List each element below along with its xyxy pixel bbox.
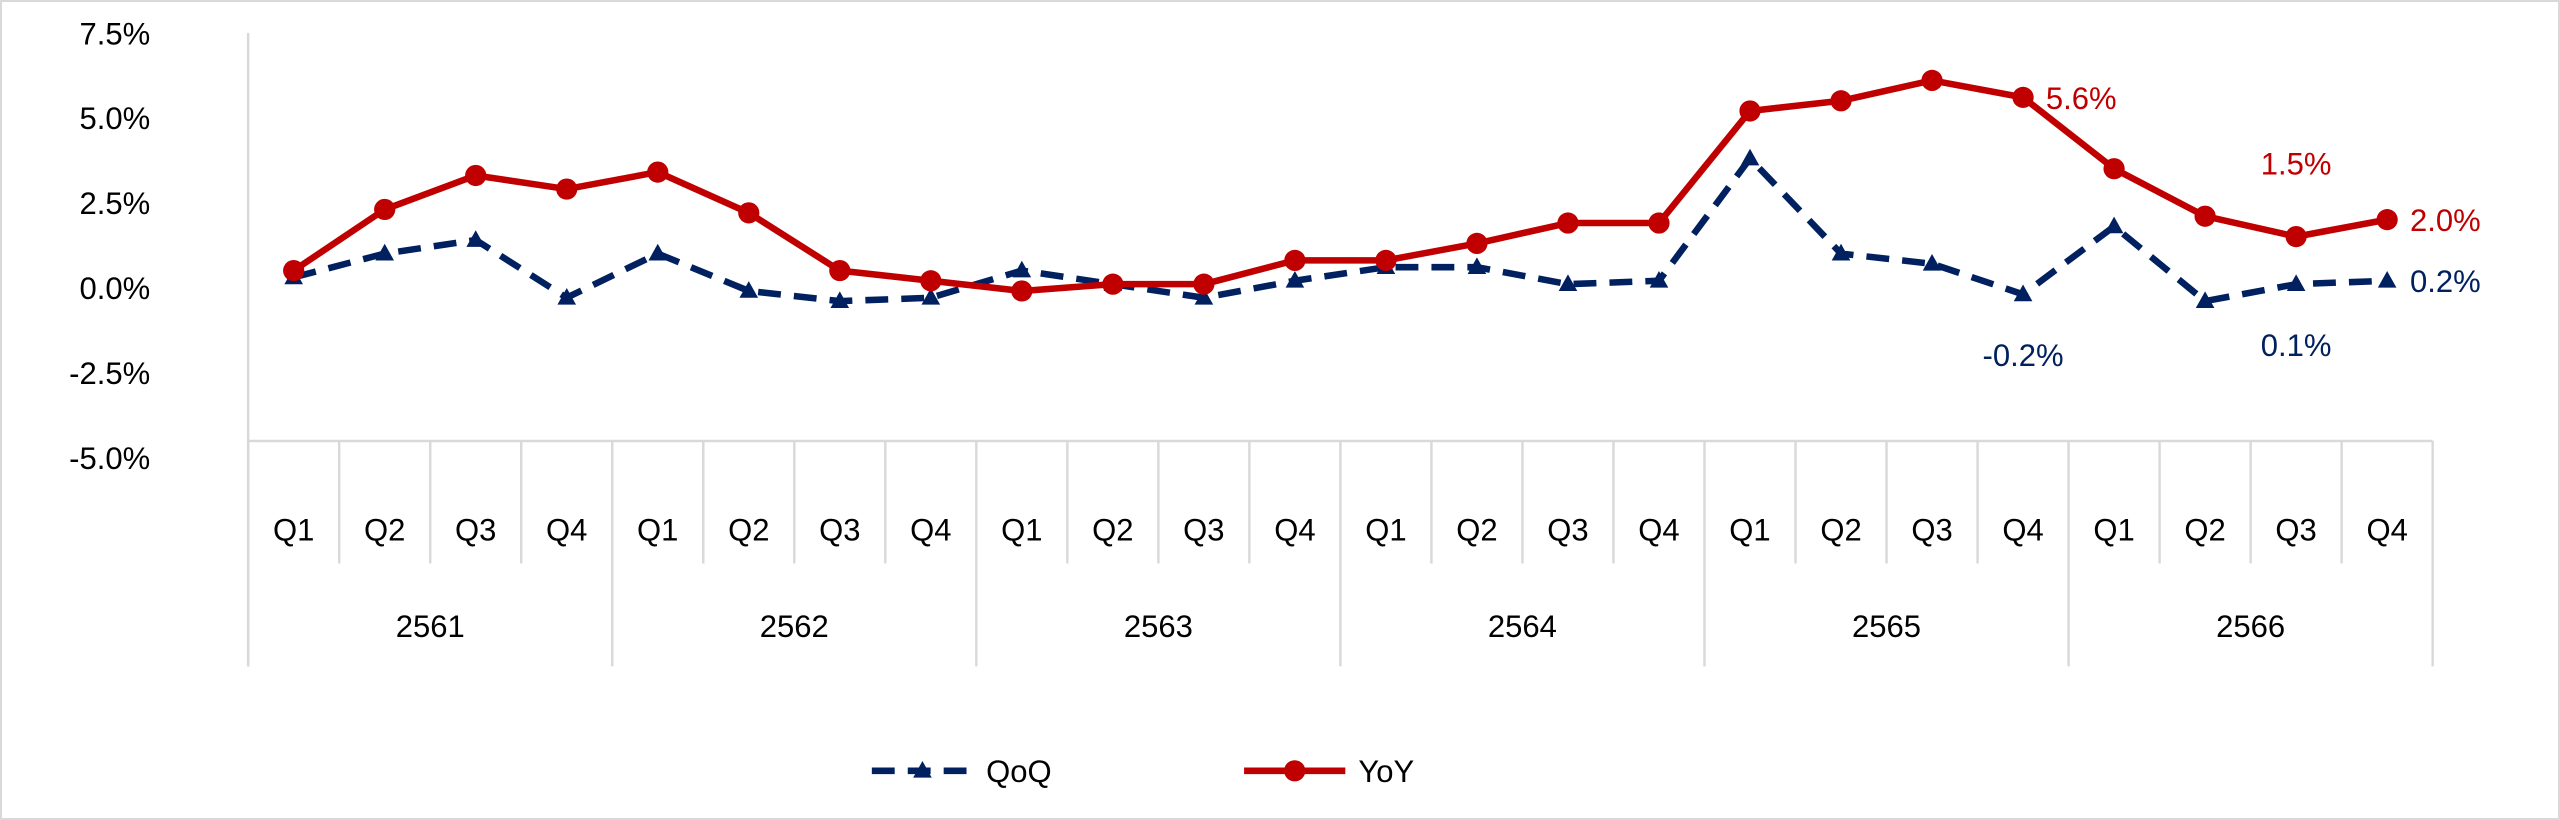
x-tick-label: Q1: [273, 513, 314, 548]
x-tick-label: Q2: [1820, 513, 1861, 548]
data-point-yoy: [1102, 273, 1124, 295]
year-label: 2562: [760, 609, 829, 644]
data-point-qoq: [1831, 243, 1851, 261]
year-label: 2561: [396, 609, 465, 644]
x-tick-label: Q3: [1547, 513, 1588, 548]
data-point-yoy: [1557, 212, 1579, 234]
data-point-yoy: [2285, 226, 2307, 248]
data-point-qoq: [1467, 257, 1487, 275]
data-point-yoy: [1011, 280, 1033, 302]
data-label-yoy: 1.5%: [2261, 147, 2332, 182]
year-label: 2563: [1124, 609, 1193, 644]
data-point-qoq: [1740, 148, 1760, 166]
y-tick-label: -5.0%: [69, 441, 150, 476]
data-point-yoy: [374, 198, 396, 221]
series-line-qoq: [292, 155, 2388, 305]
data-point-qoq: [375, 243, 394, 261]
x-tick-label: Q2: [364, 513, 405, 548]
x-tick-label: Q1: [1001, 513, 1042, 548]
legend-item-qoq: QoQ: [871, 754, 1052, 789]
data-point-qoq: [648, 243, 668, 261]
legend-label: QoQ: [986, 754, 1052, 789]
x-tick-label: Q1: [2093, 513, 2134, 548]
x-tick-label: Q4: [1274, 513, 1315, 548]
data-point-qoq: [830, 291, 850, 308]
data-label-qoq: 0.2%: [2410, 264, 2481, 299]
data-point-yoy: [1739, 100, 1761, 122]
x-tick-label: Q2: [1456, 513, 1497, 548]
y-tick-label: 2.5%: [80, 186, 151, 221]
x-tick-label: Q4: [1638, 513, 1679, 548]
data-point-qoq: [2013, 284, 2033, 302]
year-label: 2564: [1488, 609, 1557, 644]
data-point-qoq: [466, 230, 486, 247]
data-point-qoq: [1194, 287, 1214, 305]
x-tick-label: Q4: [910, 513, 951, 548]
year-label: 2565: [1852, 609, 1921, 644]
data-point-yoy: [738, 202, 760, 224]
data-point-yoy: [465, 164, 487, 187]
data-point-yoy: [647, 161, 669, 183]
x-tick-label: Q3: [2275, 513, 2316, 548]
x-tick-label: Q4: [2366, 513, 2407, 548]
data-point-qoq: [1558, 274, 1578, 292]
x-tick-label: Q4: [546, 513, 587, 548]
x-tick-label: Q3: [819, 513, 860, 548]
data-point-yoy: [2103, 158, 2125, 180]
data-point-yoy: [829, 259, 851, 282]
data-point-qoq: [1285, 270, 1305, 288]
data-point-yoy: [1193, 273, 1215, 295]
x-tick-label: Q3: [455, 513, 496, 548]
data-point-yoy: [2376, 209, 2398, 231]
data-point-qoq: [739, 281, 759, 298]
data-point-qoq: [557, 287, 577, 305]
legend-item-yoy: YoY: [1244, 754, 1414, 789]
data-point-yoy: [2194, 205, 2216, 227]
data-point-qoq: [2195, 291, 2215, 308]
data-point-yoy: [1921, 69, 1943, 92]
y-tick-label: 0.0%: [80, 271, 151, 306]
x-tick-label: Q1: [637, 513, 678, 548]
data-point-yoy: [1830, 90, 1852, 112]
legend-triangle-icon: [913, 761, 932, 778]
data-label-qoq: 0.1%: [2261, 328, 2332, 363]
x-tick-label: Q2: [2184, 513, 2225, 548]
data-point-qoq: [1922, 253, 1942, 271]
data-point-qoq: [1649, 270, 1669, 288]
data-point-qoq: [2286, 274, 2306, 292]
x-tick-label: Q3: [1183, 513, 1224, 548]
year-label: 2566: [2216, 609, 2285, 644]
data-point-qoq: [2377, 270, 2397, 288]
data-point-qoq: [1012, 260, 1032, 278]
x-tick-label: Q2: [728, 513, 769, 548]
x-tick-label: Q3: [1911, 513, 1952, 548]
x-tick-label: Q1: [1365, 513, 1406, 548]
series-line-yoy: [291, 77, 2388, 295]
data-point-yoy: [920, 270, 942, 292]
x-tick-label: Q2: [1092, 513, 1133, 548]
data-point-yoy: [1375, 249, 1397, 271]
data-point-qoq: [2104, 216, 2124, 234]
data-point-yoy: [1284, 249, 1306, 271]
legend-circle-icon: [1284, 760, 1306, 782]
y-tick-label: 5.0%: [80, 101, 151, 136]
data-point-yoy: [283, 259, 305, 282]
data-point-qoq: [921, 287, 941, 305]
y-tick-label: 7.5%: [80, 16, 151, 51]
x-tick-label: Q1: [1729, 513, 1770, 548]
data-point-yoy: [556, 178, 578, 200]
data-point-yoy: [1466, 232, 1488, 255]
data-label-qoq: -0.2%: [1983, 338, 2064, 373]
data-label-yoy: 5.6%: [2046, 81, 2117, 116]
y-tick-label: -2.5%: [69, 356, 150, 391]
x-tick-label: Q4: [2002, 513, 2043, 548]
legend-label: YoY: [1358, 754, 1414, 789]
data-label-yoy: 2.0%: [2410, 203, 2481, 238]
data-point-yoy: [2012, 86, 2034, 108]
data-point-yoy: [1648, 212, 1670, 234]
